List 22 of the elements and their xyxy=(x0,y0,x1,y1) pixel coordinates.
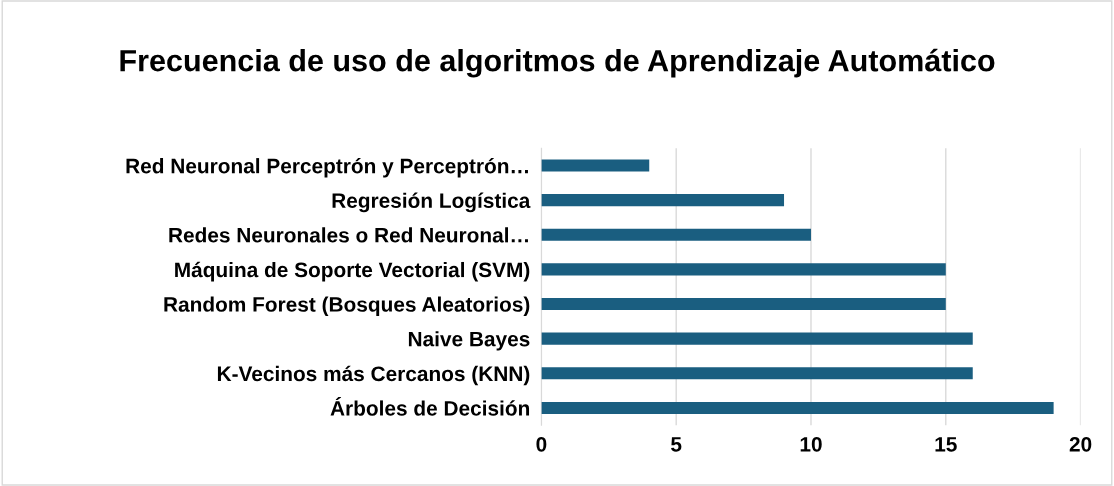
y-tick-label: Naive Bayes xyxy=(408,331,530,351)
y-tick-label: Regresión Logística xyxy=(332,192,531,213)
x-tick-label: 0 xyxy=(536,436,547,452)
y-tick-label: Redes Neuronales o Red Neuronal… xyxy=(169,227,528,243)
y-tick-label: Random Forest (Bosques Aleatorios) xyxy=(164,296,530,316)
chart-title: Frecuencia de uso de algoritmos de Aprendizaje Automático xyxy=(120,48,995,78)
x-tick-label: 5 xyxy=(671,437,682,452)
y-tick-label: Máquina de Soporte Vectorial (SVM) xyxy=(175,261,530,282)
bar xyxy=(541,194,785,207)
bar xyxy=(541,263,946,276)
x-tick-label: 20 xyxy=(1069,436,1092,452)
bar xyxy=(541,159,650,172)
y-tick-label: Árboles de Decisión xyxy=(330,397,530,416)
x-tick-label: 15 xyxy=(935,437,957,452)
bar xyxy=(541,401,1054,414)
bar xyxy=(541,332,973,345)
y-tick-label: K-Vecinos más Cercanos (KNN) xyxy=(217,365,530,386)
x-tick-label: 10 xyxy=(800,436,822,452)
bar xyxy=(541,228,811,241)
bar xyxy=(541,367,973,380)
bar xyxy=(541,297,946,311)
y-tick-label: Red Neuronal Perceptrón y Perceptrón… xyxy=(126,157,528,178)
